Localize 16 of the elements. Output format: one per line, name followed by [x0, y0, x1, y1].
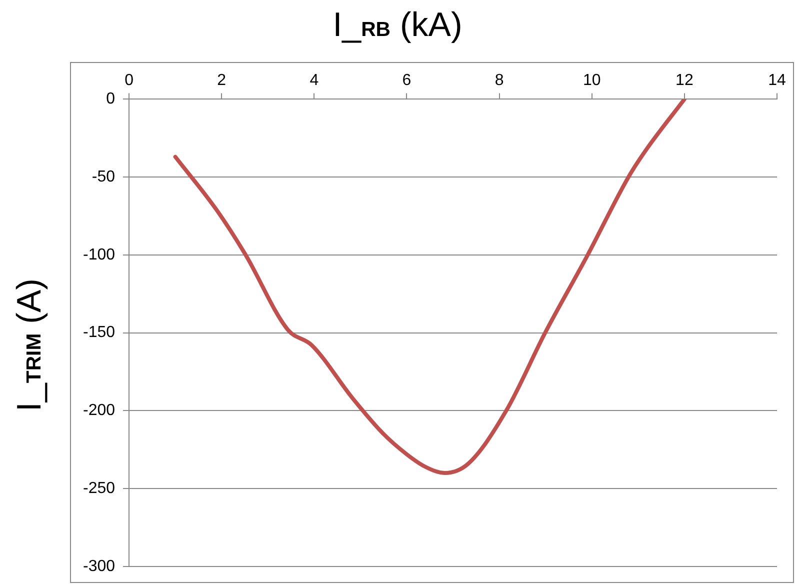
line-series: [173, 99, 686, 475]
y-tick-label: -100: [82, 246, 116, 264]
x-tick-label: 2: [217, 72, 226, 90]
x-tick-label: 10: [582, 72, 601, 90]
y-tick-label: -150: [82, 324, 116, 342]
x-tick-label: 12: [676, 72, 694, 90]
x-tick-label: 6: [402, 72, 412, 90]
y-tick-label: -200: [82, 402, 116, 420]
x-tick-label: 8: [494, 72, 504, 90]
x-tick-label: 14: [768, 72, 786, 90]
y-tick-label: -250: [82, 480, 116, 497]
y-tick-label: 0: [106, 90, 116, 108]
x-tick-label: 4: [310, 72, 319, 90]
x-tick-label: 0: [124, 72, 134, 90]
y-tick-label: -300: [82, 558, 116, 575]
y-tick-label: -50: [92, 168, 116, 186]
